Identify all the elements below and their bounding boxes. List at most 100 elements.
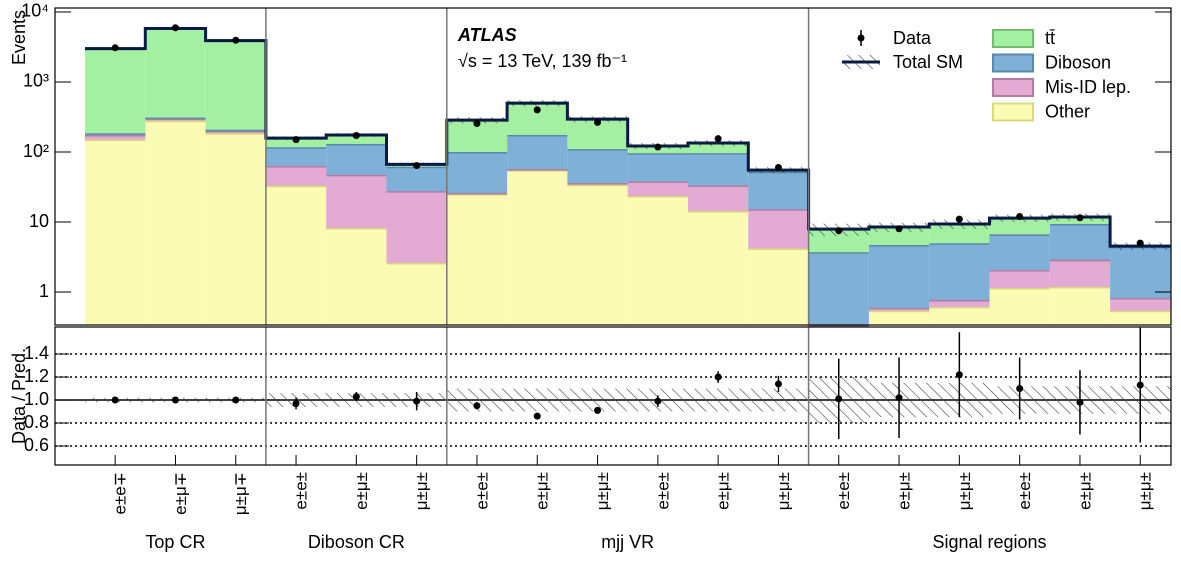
data-point xyxy=(413,162,421,170)
region-label: Top CR xyxy=(145,532,205,552)
data-point xyxy=(533,106,541,114)
region-label: mjj VR xyxy=(601,532,654,552)
stack-segment xyxy=(326,143,387,175)
stack-segment xyxy=(1049,259,1111,287)
y-tick-label: 1 xyxy=(39,281,49,301)
ratio-point xyxy=(1136,381,1144,389)
legend-label: Total SM xyxy=(893,52,963,72)
y-axis-label: Events xyxy=(9,10,29,65)
stack-segment xyxy=(989,218,1050,235)
ratio-point xyxy=(654,397,662,405)
ratio-point xyxy=(232,396,240,404)
x-tick-label: μ±μ∓ xyxy=(231,472,250,515)
ratio-point xyxy=(955,371,963,379)
ratio-point xyxy=(473,402,481,410)
y-tick-label: 10³ xyxy=(23,71,49,91)
legend-label: Diboson xyxy=(1045,52,1111,72)
x-tick-label: e±μ± xyxy=(895,472,914,510)
y-tick-label: 10⁴ xyxy=(21,1,49,21)
ratio-point xyxy=(352,393,360,401)
stack-segment xyxy=(627,196,688,325)
ratio-tick-label: 1.0 xyxy=(24,389,49,409)
data-point xyxy=(1136,239,1144,247)
x-tick-label: e±μ± xyxy=(352,472,371,510)
legend-swatch xyxy=(992,102,1034,122)
stack-segment xyxy=(567,184,628,325)
data-point xyxy=(352,132,360,140)
stack-segment xyxy=(386,262,447,325)
ratio-uncertainty xyxy=(446,388,508,412)
legend-swatch xyxy=(992,53,1034,73)
stack-segment xyxy=(326,174,387,229)
data-point xyxy=(594,118,602,126)
x-tick-label: μ±μ± xyxy=(1136,472,1155,510)
stack-segment xyxy=(1049,286,1111,325)
y-tick-label: 10 xyxy=(29,211,49,231)
x-tick-label: e±μ± xyxy=(533,472,552,510)
x-tick-label: e±e± xyxy=(472,472,491,510)
stack-segment xyxy=(205,40,266,130)
ratio-uncertainty xyxy=(688,388,749,412)
stack-segment xyxy=(688,153,749,186)
stack-segment xyxy=(1110,298,1171,311)
stack-segment xyxy=(85,48,146,134)
x-tick-label: e±e± xyxy=(292,472,311,510)
stack-segment xyxy=(145,120,206,325)
legend-data-marker xyxy=(857,34,865,42)
x-tick-label: e±e± xyxy=(834,472,853,510)
stack-segment xyxy=(929,243,990,300)
legend-swatch xyxy=(992,29,1034,48)
stack-segment xyxy=(627,153,688,182)
region-label: Diboson CR xyxy=(308,532,405,552)
ratio-axis-label: Data / Pred. xyxy=(9,348,29,444)
data-point xyxy=(171,24,179,32)
stack-segment xyxy=(326,228,387,325)
stack-segment xyxy=(265,166,327,186)
stack-segment xyxy=(748,171,809,210)
data-point xyxy=(895,225,903,233)
ratio-point xyxy=(714,373,722,381)
stack-segment xyxy=(989,270,1050,289)
x-tick-label: e±e∓ xyxy=(111,472,130,514)
x-tick-label: e±μ∓ xyxy=(171,472,190,515)
data-point xyxy=(232,36,240,44)
data-point xyxy=(111,44,119,52)
ratio-point xyxy=(1016,385,1024,393)
stack-segment xyxy=(1110,246,1171,299)
legend-label: Other xyxy=(1045,101,1090,121)
stack-segment xyxy=(929,299,990,308)
region-label: Signal regions xyxy=(932,532,1046,552)
ratio-point xyxy=(895,394,903,402)
x-tick-label: μ±μ± xyxy=(593,472,612,510)
stack-segment xyxy=(688,211,749,325)
data-point xyxy=(835,227,843,235)
stack-segment xyxy=(507,170,568,325)
stack-segment xyxy=(145,28,206,118)
x-tick-label: μ±μ± xyxy=(955,472,974,510)
stack-segment xyxy=(868,245,930,309)
x-tick-label: e±e± xyxy=(1015,472,1034,510)
energy-label: √s = 13 TeV, 139 fb⁻¹ xyxy=(458,51,627,71)
data-point xyxy=(292,136,300,144)
ratio-point xyxy=(1076,398,1084,406)
ratio-point xyxy=(835,395,843,403)
stack-segment xyxy=(868,310,930,325)
ratio-point xyxy=(594,406,602,414)
stack-segment xyxy=(567,149,628,184)
x-tick-label: e±μ± xyxy=(714,472,733,510)
ratio-uncertainty xyxy=(567,388,628,412)
stack-segment xyxy=(989,234,1050,271)
ratio-point xyxy=(774,380,782,388)
data-point xyxy=(473,120,481,128)
stack-segment xyxy=(627,181,688,197)
experiment-label: ATLAS xyxy=(457,25,517,45)
ratio-uncertainty xyxy=(748,388,809,412)
data-point xyxy=(1016,212,1024,220)
y-tick-label: 10² xyxy=(23,141,49,161)
stack-segment xyxy=(1049,223,1111,260)
ratio-point xyxy=(111,396,119,404)
legend-label: tt̄ xyxy=(1045,28,1055,48)
stack-segment xyxy=(748,209,809,249)
data-point xyxy=(654,143,662,151)
stack-segment xyxy=(507,134,568,170)
